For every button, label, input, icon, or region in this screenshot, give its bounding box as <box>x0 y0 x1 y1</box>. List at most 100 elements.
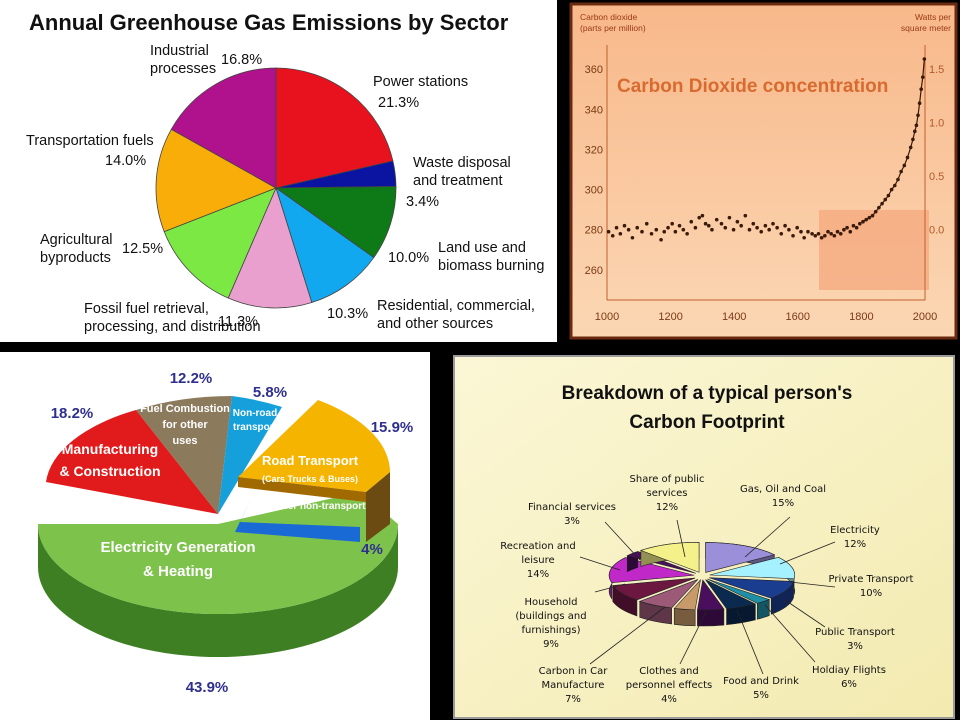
pie-side-green <box>38 524 398 657</box>
label-fossil-fuel: Fossil fuel retrieval, processing, and di… <box>84 301 261 335</box>
data-point <box>618 231 623 236</box>
carbon-footprint-chart: Breakdown of a typical person's Carbon F… <box>453 355 955 719</box>
label-fuel-combustion: Fuel Combustion for other uses <box>140 403 230 447</box>
data-point <box>858 221 862 226</box>
data-point <box>640 229 644 234</box>
data-point <box>854 225 859 230</box>
data-point <box>779 231 784 236</box>
x-tick-label: 1000 <box>595 311 619 323</box>
data-point <box>670 221 674 226</box>
y-tick-label: 280 <box>585 225 603 237</box>
value-manufacturing: 18.2% <box>51 405 94 422</box>
plot-title: Carbon Dioxide concentration <box>617 76 888 97</box>
value-residential: 10.3% <box>327 306 368 322</box>
x-tick-label: 1200 <box>658 311 682 323</box>
x-tick-label: 2000 <box>913 311 937 323</box>
data-point <box>700 213 705 218</box>
label-clothes: Clothes and personnel effects 4% <box>626 666 713 705</box>
data-point <box>829 231 833 236</box>
slice-residential-commercial-and-other-sources <box>275 186 375 304</box>
value-land-use: 10.0% <box>388 250 429 266</box>
data-point <box>767 227 771 232</box>
slice-private-transport <box>709 577 794 599</box>
leader-line <box>744 516 791 558</box>
label-electricity-generation: Electricity Generation & Heating <box>100 539 255 580</box>
data-point <box>826 229 830 234</box>
data-point <box>673 229 678 234</box>
y2-tick-label: 1.0 <box>929 118 944 130</box>
y2-tick-label: 1.5 <box>929 64 944 76</box>
y-tick-label: 340 <box>585 104 603 116</box>
data-point <box>739 223 743 228</box>
ghg-sector-pie-chart: Annual Greenhouse Gas Emissions by Secto… <box>26 10 544 335</box>
data-point <box>922 57 927 61</box>
data-point <box>783 223 787 228</box>
data-point <box>819 235 824 240</box>
slice-side-clothes-and-personnel-effects <box>673 608 696 627</box>
data-point <box>823 233 827 238</box>
slice-industrial-processes <box>170 67 277 189</box>
data-point <box>771 221 775 226</box>
label-non-road-transport: Non-road transport <box>233 408 278 433</box>
label-car-manufacture: Carbon in Car Manufacture 7% <box>539 666 609 705</box>
data-point <box>610 233 615 238</box>
label-recreation: Recreation and leisure 14% <box>500 541 575 580</box>
label-holiday-flights: Holdiay Flights 6% <box>812 665 886 690</box>
data-point <box>813 233 818 238</box>
x-tick-label: 1800 <box>849 311 873 323</box>
data-point <box>842 227 846 232</box>
slice-power-stations <box>275 67 394 189</box>
data-point <box>626 227 631 232</box>
label-agricultural: Agricultural byproducts <box>40 232 113 266</box>
value-other-non-transport: 4% <box>361 541 383 558</box>
slice-land-use-and-biomass-burning <box>274 186 397 259</box>
value-agricultural: 12.5% <box>122 241 163 257</box>
data-point <box>787 227 791 232</box>
data-point <box>654 227 659 232</box>
emissions-3d-pie-chart: Electricity Generation & Heating Manufactu… <box>38 370 413 696</box>
label-industrial: Industrial processes <box>150 43 216 77</box>
data-point <box>685 231 689 236</box>
data-point <box>851 223 856 228</box>
data-point <box>835 229 840 234</box>
label-road-transport: Road Transport <box>262 453 359 468</box>
data-point <box>755 225 759 230</box>
data-point <box>759 229 764 234</box>
leader-line <box>779 541 836 565</box>
slice-clothes-and-personnel-effects <box>673 578 701 611</box>
data-point <box>659 237 663 242</box>
value-non-road-transport: 5.8% <box>253 384 287 401</box>
slice-share-of-public-services <box>639 541 700 573</box>
chart-background <box>453 355 955 719</box>
y-tick-label: 300 <box>585 185 603 197</box>
data-point <box>810 231 814 236</box>
factory-silhouette <box>819 210 929 290</box>
data-point <box>751 221 756 226</box>
slice-side-food-and-drink <box>697 608 725 627</box>
data-point <box>799 229 803 234</box>
slice-gas-oil-and-coal <box>705 542 776 573</box>
label-household: Household (buildings and furnishings) 9% <box>515 597 586 650</box>
leader-line <box>736 609 764 675</box>
slice-agricultural-byproducts <box>163 187 277 299</box>
label-gas-oil-coal: Gas, Oil and Coal 15% <box>740 484 826 509</box>
leader-line <box>604 521 641 561</box>
value-industrial: 16.8% <box>221 52 262 68</box>
slice-household-buildings-and-furnishings <box>612 577 696 601</box>
data-point <box>735 219 740 224</box>
slice-road-transport <box>238 400 390 492</box>
chart-title-line2: Carbon Footprint <box>629 412 785 433</box>
y2-tick-label: 0.0 <box>929 225 944 237</box>
y2-tick-label: 0.5 <box>929 171 944 183</box>
data-point <box>689 219 694 224</box>
slice-electricity-generation <box>38 492 398 614</box>
label-electricity: Electricity 12% <box>830 525 880 550</box>
data-point <box>649 231 654 236</box>
label-transportation: Transportation fuels <box>26 133 154 149</box>
data-point <box>719 221 724 226</box>
data-point <box>693 225 698 230</box>
leader-line <box>679 609 708 665</box>
y-tick-label: 260 <box>585 265 603 277</box>
y-axis-label: Carbon dioxide (parts per million) <box>580 12 646 33</box>
slice-other-non-transport <box>235 497 360 542</box>
